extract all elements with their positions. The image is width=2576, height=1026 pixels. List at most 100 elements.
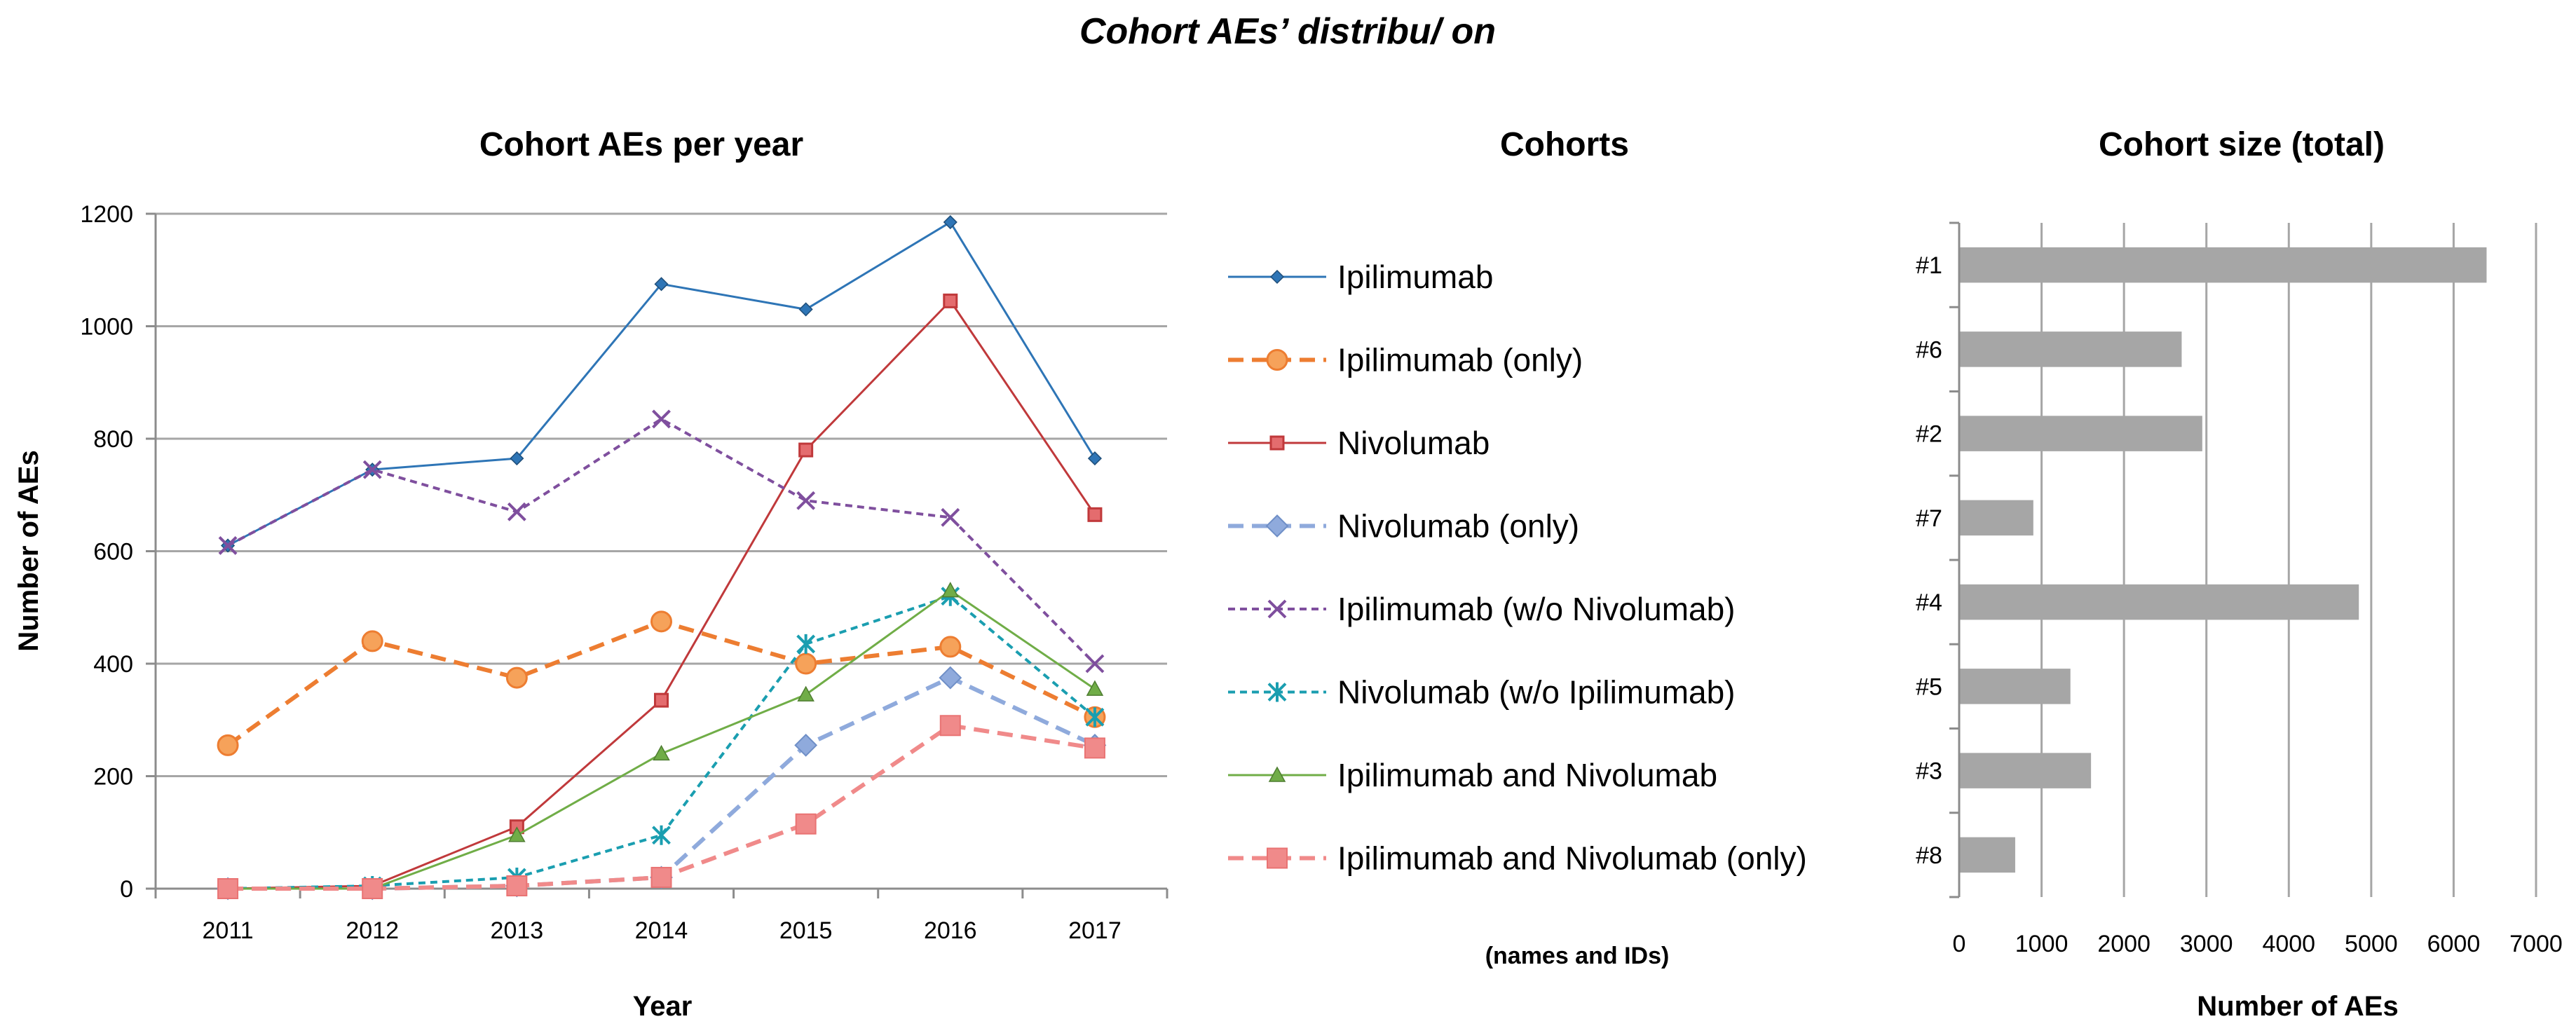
legend-item-8: Ipilimumab and Nivolumab (only): [1228, 840, 1807, 877]
line-chart-x-tick-label: 2012: [346, 917, 399, 944]
data-point: [505, 666, 528, 689]
line-chart-y-tick-label: 800: [93, 426, 133, 453]
bar-chart: Cohort size (total) #1 #6 #2 #7 #4 #5 #3 #8 0 10…: [1916, 126, 2563, 1022]
legend-swatch-marker: [1269, 269, 1285, 285]
main-title: Cohort AEs’ distribu/ on: [1079, 11, 1496, 52]
data-point: [654, 692, 669, 708]
series-3: [220, 293, 1103, 896]
legend-swatch-marker: [1267, 599, 1287, 619]
series-2: [217, 610, 1106, 756]
data-point: [510, 451, 524, 466]
data-point: [652, 825, 671, 845]
legend-swatch-marker: [1265, 514, 1289, 538]
legend-swatch-marker: [1269, 435, 1285, 451]
series-line: [228, 299, 1096, 890]
bar-1: [1959, 247, 2487, 283]
data-point: [508, 826, 526, 842]
data-point: [798, 442, 814, 458]
data-point: [941, 507, 960, 527]
legend-item-6: Nivolumab (w/o Ipilimumab): [1228, 674, 1736, 711]
bar-category-label: #3: [1916, 758, 1942, 785]
line-chart-title: Cohort AEs per year: [479, 126, 803, 163]
series-1: [221, 214, 1102, 553]
data-point: [653, 744, 670, 761]
bar-6: [1959, 331, 2182, 367]
legend-item-2: Ipilimumab (only): [1228, 342, 1583, 378]
bar-category-label: #2: [1916, 421, 1942, 448]
bar-chart-grid: [1949, 221, 2537, 898]
line-chart-y-tick-label: 400: [93, 651, 133, 678]
legend-item-1: Ipilimumab: [1228, 259, 1493, 295]
series-6: [218, 586, 1105, 898]
data-point: [218, 536, 238, 555]
data-point: [654, 277, 669, 292]
data-point: [943, 293, 958, 308]
bar-chart-x-ticks: 0 1000 2000 3000 4000 5000 6000 7000: [1953, 931, 2563, 957]
bar-chart-x-tick-label: 7000: [2509, 931, 2563, 957]
data-point: [798, 302, 813, 317]
data-point: [650, 866, 672, 888]
line-chart-x-ticks: 2011 2012 2013 2014 2015 2016 2017: [154, 889, 1168, 944]
line-chart-x-tick-label: 2016: [924, 917, 977, 944]
data-point: [507, 502, 526, 521]
series-line: [227, 221, 1096, 547]
legend-label: Nivolumab (only): [1337, 508, 1579, 545]
data-point: [361, 630, 383, 652]
series-5: [218, 409, 1105, 673]
line-chart-x-tick-label: 2011: [203, 917, 254, 944]
line-chart-y-tick-label: 1000: [80, 314, 133, 341]
legend-swatch-marker: [1267, 847, 1288, 869]
line-chart-y-label: Number of AEs: [13, 450, 44, 651]
bar-category-label: #4: [1916, 589, 1942, 616]
line-chart-grid: [146, 212, 1167, 890]
bar-chart-x-tick-label: 5000: [2345, 931, 2398, 957]
data-point: [362, 460, 382, 479]
line-chart-x-tick-label: 2017: [1068, 917, 1122, 944]
legend-label: Ipilimumab (only): [1337, 342, 1583, 378]
legend-swatch-marker: [1266, 349, 1288, 371]
bar-category-label: #7: [1916, 505, 1942, 532]
bar-chart-x-label: Number of AEs: [2197, 991, 2398, 1022]
legend-label: Ipilimumab and Nivolumab: [1337, 757, 1717, 793]
data-point: [939, 715, 961, 737]
bar-chart-x-tick-label: 1000: [2015, 931, 2069, 957]
data-point: [943, 214, 958, 230]
legend-swatch-marker: [1268, 766, 1286, 782]
legend-item-3: Nivolumab: [1228, 425, 1490, 461]
data-point: [1085, 654, 1105, 673]
line-chart-x-tick-label: 2014: [635, 917, 688, 944]
line-chart-y-tick-label: 600: [93, 539, 133, 566]
bar-chart-x-tick-label: 3000: [2180, 931, 2233, 957]
bar-7: [1959, 500, 2033, 536]
bar-chart-x-tick-label: 0: [1953, 931, 1966, 957]
series-8: [217, 715, 1105, 899]
legend-label: Ipilimumab (w/o Nivolumab): [1337, 591, 1736, 627]
legend-items: Ipilimumab Ipilimumab (only) Nivolumab Nivo…: [1228, 259, 1807, 877]
legend-label: Nivolumab: [1337, 425, 1490, 461]
bar-chart-x-tick-label: 2000: [2097, 931, 2151, 957]
bar-5: [1959, 669, 2071, 704]
bar-chart-x-tick-label: 6000: [2427, 931, 2481, 957]
data-point: [795, 652, 817, 675]
line-chart-y-tick-label: 1200: [80, 201, 133, 228]
bar-category-label: #8: [1916, 842, 1942, 869]
legend-label: Ipilimumab and Nivolumab (only): [1337, 840, 1807, 877]
data-point: [796, 634, 816, 654]
data-point: [796, 491, 816, 510]
legend-swatch-marker: [1267, 682, 1287, 702]
line-chart-y-ticks: 0 200 400 600 800 1000 1200: [80, 201, 133, 903]
data-point: [652, 409, 671, 429]
bar-chart-x-tick-label: 4000: [2262, 931, 2315, 957]
line-chart-y-tick-label: 200: [93, 764, 133, 791]
data-point: [506, 875, 528, 896]
line-chart-x-label: Year: [633, 991, 693, 1022]
data-point: [939, 666, 962, 690]
data-point: [939, 636, 962, 658]
bar-8: [1959, 837, 2015, 873]
legend-item-7: Ipilimumab and Nivolumab: [1228, 757, 1717, 793]
data-point: [217, 734, 239, 756]
line-chart: Cohort AEs per year 0 200 400 600 800 1000 120…: [13, 126, 1168, 1022]
data-point: [1086, 680, 1104, 696]
legend-item-4: Nivolumab (only): [1228, 508, 1579, 545]
